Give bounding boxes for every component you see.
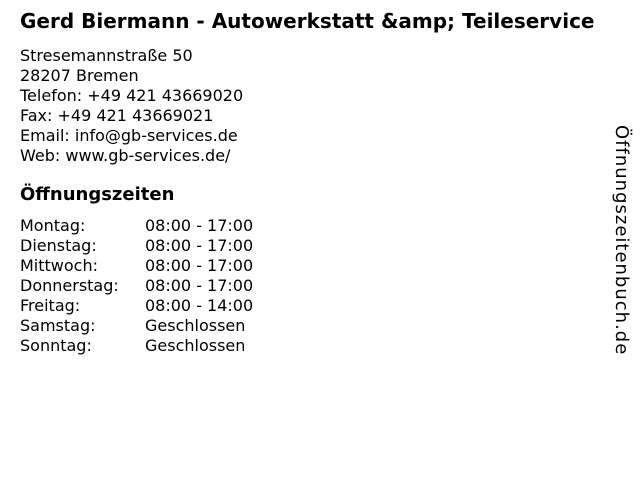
- hours-value: Geschlossen: [145, 336, 246, 355]
- hours-row-wednesday: Mittwoch: 08:00 - 17:00: [20, 256, 600, 276]
- hours-value: 08:00 - 17:00: [145, 216, 254, 235]
- day-label: Samstag:: [20, 316, 96, 335]
- contact-fax: Fax: +49 421 43669021: [20, 106, 214, 125]
- day-label: Montag:: [20, 216, 86, 235]
- contact-email: Email: info@gb-services.de: [20, 126, 238, 145]
- business-title: Gerd Biermann - Autowerkstatt &amp; Teil…: [20, 9, 595, 33]
- hours-row-tuesday: Dienstag: 08:00 - 17:00: [20, 236, 600, 256]
- business-info: Gerd Biermann - Autowerkstatt &amp; Teil…: [20, 9, 600, 356]
- hours-row-thursday: Donnerstag: 08:00 - 17:00: [20, 276, 600, 296]
- hours-row-saturday: Samstag: Geschlossen: [20, 316, 600, 336]
- address-city: 28207 Bremen: [20, 66, 139, 85]
- day-label: Mittwoch:: [20, 256, 98, 275]
- address-block: Stresemannstraße 50 28207 Bremen Telefon…: [20, 46, 600, 166]
- day-label: Donnerstag:: [20, 276, 119, 295]
- hours-row-monday: Montag: 08:00 - 17:00: [20, 216, 600, 236]
- day-label: Freitag:: [20, 296, 81, 315]
- oeffnungszeitenbuch-watermark: Öffnungszeitenbuch.de: [611, 125, 632, 356]
- contact-phone: Telefon: +49 421 43669020: [20, 86, 244, 105]
- hours-row-sunday: Sonntag: Geschlossen: [20, 336, 600, 356]
- hours-value: Geschlossen: [145, 316, 246, 335]
- hours-row-friday: Freitag: 08:00 - 14:00: [20, 296, 600, 316]
- opening-hours-table: Montag: 08:00 - 17:00 Dienstag: 08:00 - …: [20, 216, 600, 356]
- hours-value: 08:00 - 17:00: [145, 276, 254, 295]
- hours-value: 08:00 - 17:00: [145, 236, 254, 255]
- day-label: Sonntag:: [20, 336, 92, 355]
- hours-value: 08:00 - 14:00: [145, 296, 254, 315]
- opening-hours-heading: Öffnungszeiten: [20, 184, 175, 205]
- contact-web: Web: www.gb-services.de/: [20, 146, 231, 165]
- hours-value: 08:00 - 17:00: [145, 256, 254, 275]
- address-street: Stresemannstraße 50: [20, 46, 193, 65]
- day-label: Dienstag:: [20, 236, 97, 255]
